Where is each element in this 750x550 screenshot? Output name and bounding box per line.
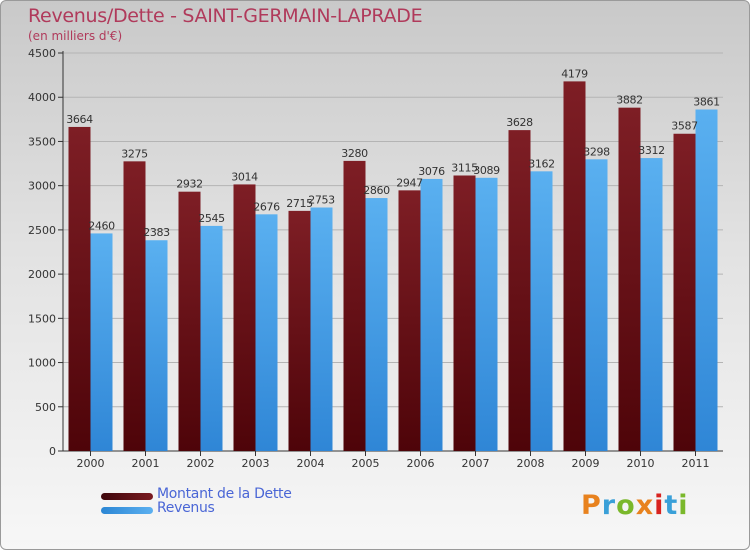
bar-dette: [453, 175, 476, 452]
x-tick-label: 2011: [682, 457, 710, 470]
bar-revenus: [200, 225, 223, 451]
data-label-revenus: 2676: [253, 200, 280, 213]
data-label-revenus: 3162: [528, 157, 554, 170]
y-tick-label: 500: [35, 401, 56, 414]
bar-dette: [508, 130, 531, 452]
data-label-dette: 3664: [66, 113, 93, 126]
bar-revenus: [90, 233, 113, 451]
bar-dette: [563, 81, 586, 452]
y-tick-label: 2500: [28, 224, 56, 237]
legend-label-revenus: Revenus: [157, 500, 215, 516]
y-tick-label: 2000: [28, 268, 56, 281]
proxiti-logo: Proxiti: [581, 490, 689, 521]
x-tick-label: 2002: [187, 457, 215, 470]
data-label-revenus: 3089: [473, 164, 500, 177]
data-label-revenus: 2753: [308, 194, 335, 207]
x-tick-label: 2007: [462, 457, 490, 470]
y-tick-label: 4000: [28, 91, 56, 104]
bar-revenus: [255, 214, 278, 451]
y-tick-label: 3000: [28, 180, 56, 193]
bar-revenus: [145, 240, 168, 451]
x-tick-label: 2008: [517, 457, 545, 470]
data-label-dette: 2932: [176, 178, 202, 191]
x-tick-label: 2006: [407, 457, 435, 470]
data-label-dette: 3275: [121, 147, 148, 160]
bar-dette: [233, 184, 256, 451]
x-tick-label: 2003: [242, 457, 270, 470]
y-tick-label: 1000: [28, 357, 56, 370]
x-tick-label: 2005: [352, 457, 380, 470]
data-label-dette: 3280: [341, 147, 368, 160]
data-label-revenus: 2860: [363, 184, 390, 197]
bar-dette: [288, 210, 311, 451]
bar-revenus: [695, 109, 718, 452]
data-label-dette: 3628: [506, 116, 533, 129]
bar-revenus: [640, 158, 663, 451]
chart-subtitle: (en milliers d'€): [28, 29, 123, 43]
bar-revenus: [475, 177, 498, 451]
axes: 0 500 1000 1500 2000 2500 3000 3500 4000 4500 2000…: [28, 47, 723, 470]
bar-dette: [68, 126, 91, 452]
bar-revenus: [310, 207, 333, 451]
data-label-dette: 2947: [396, 176, 423, 189]
y-tick-label: 4500: [28, 47, 56, 60]
data-label-dette: 2715: [286, 197, 313, 210]
data-label-revenus: 3861: [693, 96, 719, 109]
data-labels: 3664 2460 3275 2383 2932 2545 3014 2676 27152753…: [66, 67, 720, 239]
data-label-revenus: 3298: [583, 145, 610, 158]
bar-dette: [398, 190, 421, 451]
x-tick-label: 2004: [297, 457, 325, 470]
x-tick-label: 2001: [132, 457, 160, 470]
data-label-revenus: 3076: [418, 165, 445, 178]
data-label-dette: 3014: [231, 170, 258, 183]
legend-swatch-dette: [101, 493, 153, 500]
data-label-revenus: 2545: [198, 212, 225, 225]
data-label-revenus: 3312: [638, 144, 664, 157]
bar-revenus: [530, 171, 553, 451]
bars: [68, 81, 718, 452]
data-label-revenus: 2383: [143, 226, 170, 239]
x-tick-label: 2000: [77, 457, 105, 470]
grid-lines: [63, 52, 723, 452]
bar-revenus: [365, 198, 388, 451]
data-label-revenus: 2460: [88, 219, 115, 232]
data-label-dette: 3587: [671, 120, 698, 133]
x-tick-label: 2009: [572, 457, 600, 470]
bar-dette: [123, 161, 146, 451]
y-tick-label: 1500: [28, 312, 56, 325]
legend-label-dette: Montant de la Dette: [157, 486, 292, 502]
x-tick-label: 2010: [627, 457, 655, 470]
bar-revenus: [420, 178, 443, 451]
data-label-dette: 4179: [561, 67, 588, 80]
bar-revenus: [585, 159, 608, 451]
bar-dette: [618, 107, 641, 452]
legend-swatch-revenus: [101, 507, 153, 514]
data-label-dette: 3115: [451, 161, 478, 174]
y-tick-label: 0: [49, 445, 56, 458]
bar-dette: [343, 160, 366, 451]
y-tick-label: 3500: [28, 135, 56, 148]
bar-dette: [178, 191, 201, 451]
data-label-dette: 3882: [616, 94, 642, 107]
bar-dette: [673, 133, 696, 452]
chart-title: Revenus/Dette - SAINT-GERMAIN-LAPRADE: [28, 5, 423, 27]
